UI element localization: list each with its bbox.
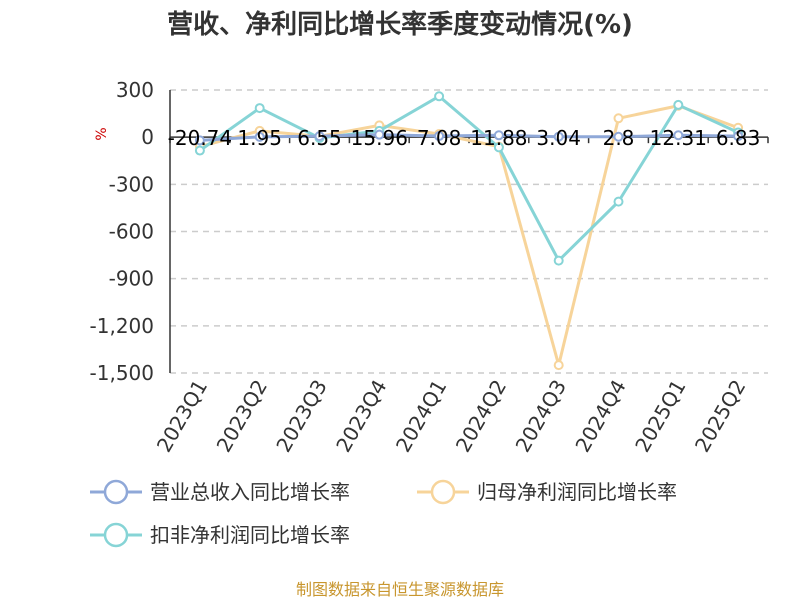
x-tick-label: 2024Q2: [451, 376, 511, 457]
x-tick-label: 2023Q4: [331, 376, 391, 457]
data-point: [673, 99, 684, 110]
data-point: [613, 196, 624, 207]
data-point: [493, 142, 504, 153]
series-layer: [194, 91, 744, 371]
data-point: [254, 103, 265, 114]
x-tick-label: 2023Q1: [152, 376, 212, 457]
series-line: [199, 94, 739, 263]
y-tick-label: -1,500: [90, 361, 154, 385]
x-tick-label: 2025Q2: [690, 376, 750, 457]
x-tick-label: 2025Q1: [630, 376, 690, 457]
data-point: [553, 360, 564, 371]
legend-marker: [103, 522, 129, 548]
x-tick-label: 2024Q4: [570, 376, 630, 457]
x-tick-label: 2023Q2: [212, 376, 272, 457]
data-label: 15.96: [351, 126, 408, 150]
data-point: [673, 130, 684, 141]
data-label: 7.08: [417, 126, 462, 150]
data-point: [553, 255, 564, 266]
data-point: [613, 131, 624, 142]
legend-marker: [103, 479, 129, 505]
y-tick-label: -1,200: [90, 314, 154, 338]
data-point: [493, 130, 504, 141]
data-point: [194, 135, 205, 146]
grid-layer: [170, 89, 768, 374]
x-tick-label: 2024Q3: [511, 376, 571, 457]
chart-title: 营收、净利同比增长率季度变动情况(%): [167, 9, 633, 40]
legend-marker: [430, 479, 456, 505]
data-point: [254, 131, 265, 142]
data-point: [733, 131, 744, 142]
data-label: 1.95: [237, 126, 282, 150]
data-point: [613, 113, 624, 124]
data-label: 6.55: [297, 126, 342, 150]
data-label: 6.83: [716, 126, 761, 150]
legend-label: 归母净利润同比增长率: [477, 480, 677, 504]
data-label: -20.74: [168, 126, 232, 150]
source-note: 制图数据来自恒生聚源数据库: [296, 580, 504, 599]
data-label: 3.04: [536, 126, 581, 150]
y-tick-label: 0: [141, 125, 154, 149]
data-label-layer: -20.74 1.95 6.55 15.96 7.08 11.88 3.04 2.8 12.31…: [168, 126, 761, 150]
legend-label: 营业总收入同比增长率: [150, 480, 350, 504]
data-point: [194, 145, 205, 156]
data-label: 2.8: [603, 126, 635, 150]
data-point: [434, 131, 445, 142]
data-point: [374, 129, 385, 140]
series-line: [199, 133, 739, 142]
y-tick-label: 300: [116, 78, 154, 102]
data-point: [314, 131, 325, 142]
data-point: [553, 131, 564, 142]
y-tick-label: -600: [109, 220, 154, 244]
data-label: 11.88: [470, 126, 527, 150]
x-tick-label: 2024Q1: [391, 375, 451, 456]
series-line: [199, 104, 739, 367]
x-tick-label: 2023Q3: [271, 376, 331, 457]
y-axis-label: %: [94, 127, 110, 140]
data-point: [434, 91, 445, 102]
data-label: 12.31: [650, 126, 707, 150]
y-tick-label: -300: [109, 172, 154, 196]
y-tick-label: -900: [109, 267, 154, 291]
legend-label: 扣非净利润同比增长率: [150, 523, 350, 547]
